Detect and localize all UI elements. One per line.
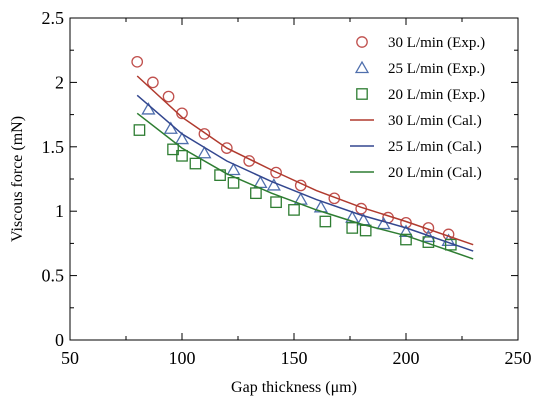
legend-marker-triangle [354, 60, 370, 74]
data-point-triangle [174, 131, 190, 145]
legend-item: 25 L/min (Exp.) [354, 60, 485, 77]
series-5 [136, 94, 474, 252]
x-axis-title: Gap thickness (μm) [231, 379, 357, 396]
data-point-triangle [376, 216, 391, 230]
data-point-square [133, 124, 146, 136]
y-tick-label: 1.5 [42, 137, 65, 157]
data-point-triangle [226, 162, 241, 176]
data-point-square [270, 196, 282, 209]
legend-label: 20 L/min (Cal.) [388, 165, 482, 181]
y-tick-label: 2 [55, 72, 64, 92]
data-point-circle [162, 90, 175, 103]
y-tick-label: 2.5 [42, 8, 65, 28]
data-point-circle [147, 76, 159, 89]
data-point-circle [198, 128, 211, 140]
data-point-triangle [163, 121, 178, 134]
data-point-square [189, 157, 202, 170]
legend-label: 30 L/min (Exp.) [388, 35, 485, 51]
legend-label: 25 L/min (Cal.) [388, 139, 482, 155]
legend-label: 25 L/min (Exp.) [388, 61, 485, 77]
data-point-square [176, 149, 188, 162]
legend-item: 30 L/min (Cal.) [350, 113, 482, 129]
calc-curve [136, 94, 474, 252]
x-tick-label: 150 [281, 348, 308, 368]
series-3 [133, 124, 457, 251]
data-point-square [250, 187, 262, 200]
y-axis-title: Viscous force (mN) [9, 116, 26, 242]
data-point-triangle [266, 178, 281, 191]
data-point-square [400, 233, 412, 246]
series-4 [136, 75, 474, 246]
x-tick-label: 50 [61, 348, 79, 368]
calc-curve [136, 112, 474, 260]
legend-item: 20 L/min (Cal.) [350, 165, 482, 181]
legend-item: 25 L/min (Cal.) [350, 139, 482, 155]
legend-item: 30 L/min (Exp.) [356, 35, 485, 51]
data-point-square [167, 143, 179, 156]
plot-area: 50 100 150 200 250 0 0.5 1 1.5 2 2.5 [42, 8, 532, 368]
x-tick-label: 250 [505, 348, 532, 368]
y-axis-ticks: 0 0.5 1 1.5 2 2.5 [42, 8, 518, 350]
legend-label: 20 L/min (Exp.) [388, 87, 485, 103]
data-point-square [319, 215, 332, 228]
y-tick-label: 1 [55, 201, 64, 221]
x-tick-label: 200 [393, 348, 420, 368]
legend-marker-square [356, 88, 368, 100]
legend-marker-circle [356, 36, 368, 48]
data-point-square [288, 204, 300, 216]
data-point-circle [220, 142, 233, 154]
y-tick-label: 0 [55, 330, 64, 350]
calc-curve [136, 75, 474, 246]
y-tick-label: 0.5 [42, 266, 65, 286]
data-point-square [227, 177, 240, 189]
x-tick-label: 100 [169, 348, 196, 368]
data-point-circle [131, 55, 144, 68]
data-point-square [346, 222, 359, 234]
data-point-triangle [141, 102, 156, 115]
data-point-triangle [197, 145, 212, 159]
data-point-circle [270, 166, 282, 179]
series-6 [136, 112, 474, 260]
data-point-circle [328, 192, 341, 205]
series-layer [131, 55, 474, 260]
x-axis-ticks: 50 100 150 200 250 [61, 18, 532, 368]
legend-item: 20 L/min (Exp.) [356, 87, 485, 103]
legend: 30 L/min (Exp.) 25 L/min (Exp.) 20 L/min (… [350, 35, 485, 181]
legend-label: 30 L/min (Cal.) [388, 113, 482, 129]
